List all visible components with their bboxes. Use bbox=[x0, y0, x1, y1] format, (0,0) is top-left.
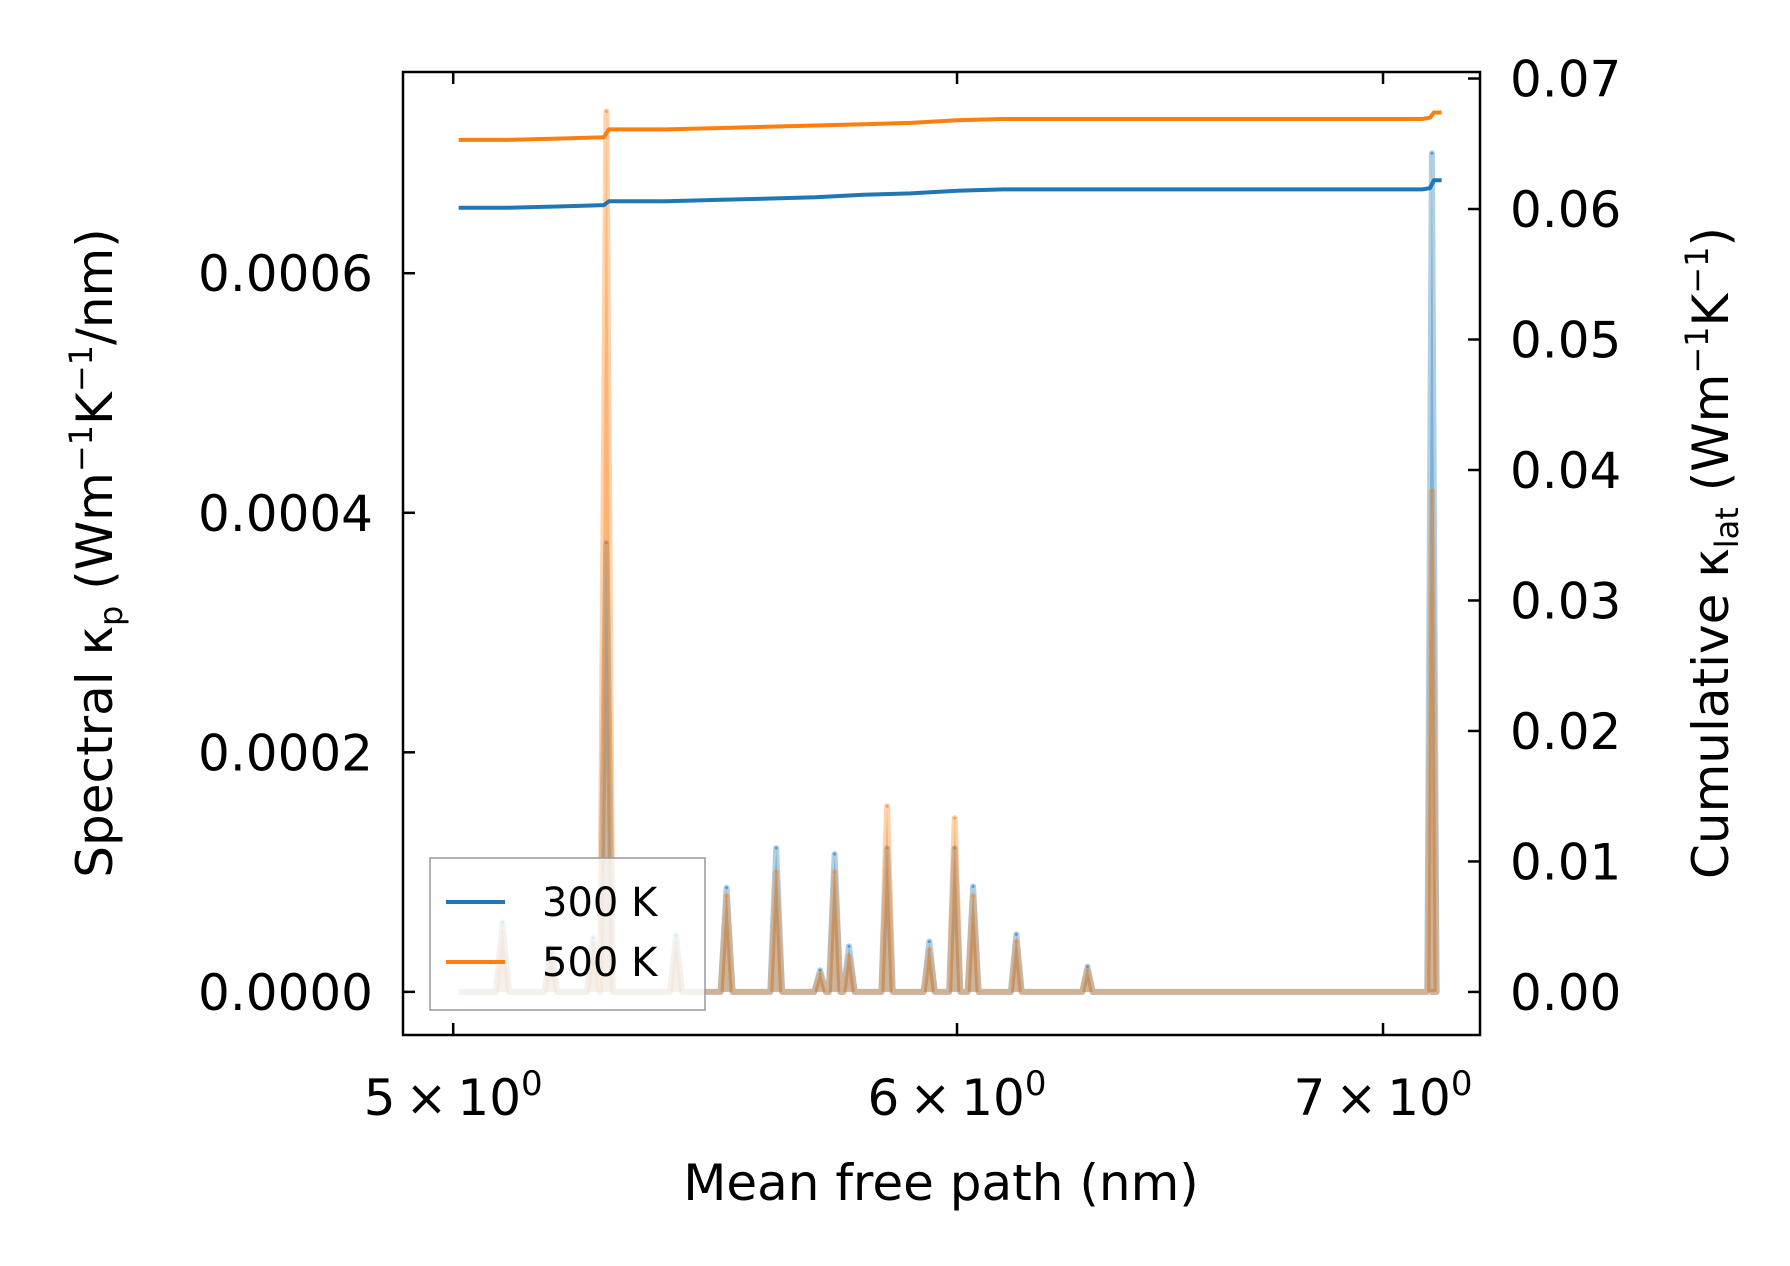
spectral-peak-500k bbox=[927, 948, 931, 952]
spectral-peak-300k bbox=[1430, 151, 1434, 155]
spectral-peak-300k bbox=[847, 944, 851, 948]
cumulative-layer bbox=[458, 110, 1442, 210]
legend-box bbox=[429, 857, 706, 1011]
x-tick-label: 6 × 100 bbox=[868, 1064, 1047, 1127]
spectral-peak-500k bbox=[1014, 940, 1018, 944]
spectral-peak-300k bbox=[604, 541, 608, 545]
legend: 300 K 500 K bbox=[429, 857, 706, 1011]
legend-label-500k: 500 K bbox=[542, 940, 659, 986]
legend-label-300k: 300 K bbox=[542, 880, 659, 926]
spectral-peak-500k bbox=[833, 870, 837, 874]
spectral-peak-500k bbox=[971, 894, 975, 898]
x-tick-label: 7 × 100 bbox=[1294, 1064, 1473, 1127]
spectral-peak-300k bbox=[971, 885, 975, 888]
spectral-peak-300k bbox=[818, 968, 822, 972]
spectral-peak-300k bbox=[953, 846, 957, 850]
y-tick-label-right: 0.03 bbox=[1510, 572, 1621, 630]
spectral-peak-300k bbox=[725, 886, 729, 890]
y-tick-label-left: 0.0000 bbox=[198, 964, 373, 1022]
cumulative-line-500k bbox=[458, 110, 1442, 142]
plot-frame bbox=[401, 70, 1482, 1037]
spectral-peak-500k bbox=[774, 870, 778, 874]
y-tick-label-right: 0.01 bbox=[1510, 833, 1621, 891]
y-tick-label-right: 0.04 bbox=[1510, 442, 1621, 500]
spectral-peak-500k bbox=[818, 972, 822, 976]
spectral-peak-300k bbox=[833, 852, 837, 856]
spectral-peak-500k bbox=[725, 894, 729, 898]
spectral-peak-300k bbox=[774, 846, 778, 850]
spectral-peak-300k bbox=[927, 940, 931, 944]
y-tick-label-right: 0.00 bbox=[1510, 964, 1621, 1022]
y-tick-label-right: 0.05 bbox=[1510, 312, 1621, 370]
spectral-peak-500k bbox=[1430, 489, 1434, 493]
y-tick-label-left: 0.0002 bbox=[198, 724, 373, 782]
spectral-peak-500k bbox=[847, 954, 851, 958]
spectral-peak-300k bbox=[885, 846, 889, 850]
cumulative-line-300k bbox=[458, 178, 1442, 210]
spectral-peak-300k bbox=[1086, 965, 1089, 969]
y-tick-label-right: 0.07 bbox=[1510, 51, 1621, 109]
y-tick-label-right: 0.02 bbox=[1510, 703, 1621, 761]
y-axis-title-right: Cumulative κlat (Wm−1K−1) bbox=[1678, 227, 1746, 879]
y-tick-label-right: 0.06 bbox=[1510, 181, 1621, 239]
y-axis-title-left: Spectral κp (Wm−1K−1/nm) bbox=[62, 228, 130, 878]
spectral-peak-500k bbox=[953, 816, 957, 820]
y-tick-label-left: 0.0004 bbox=[198, 485, 373, 543]
y-tick-label-left: 0.0006 bbox=[198, 245, 373, 303]
spectral-peak-500k bbox=[1086, 968, 1089, 972]
spectral-peak-300k bbox=[1014, 932, 1018, 936]
x-tick-label: 5 × 100 bbox=[364, 1064, 543, 1127]
spectral-peak-500k bbox=[604, 110, 608, 113]
x-axis-title: Mean free path (nm) bbox=[683, 1154, 1199, 1212]
ticks-layer: 0.0000 0.0002 0.0004 0.0006 0.00 0.01 0.02 0.03… bbox=[198, 51, 1621, 1127]
spectral-peak-500k bbox=[885, 804, 889, 808]
